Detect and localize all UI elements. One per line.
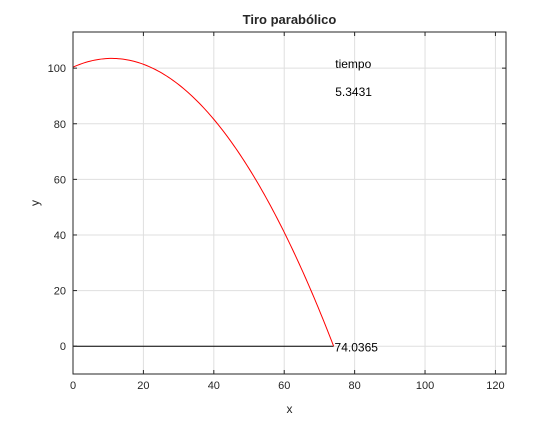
ticks: 0 20 40 60 80 100 120 0 20 40 60 80 100 <box>48 32 506 392</box>
annotation-0: tiempo <box>335 57 371 71</box>
chart-title: Tiro parabólico <box>243 12 337 27</box>
y-tick-label: 20 <box>54 286 66 298</box>
x-tick-label: 60 <box>278 380 290 392</box>
y-tick-label: 40 <box>54 230 66 242</box>
x-tick-label: 0 <box>70 380 76 392</box>
y-tick-label: 0 <box>60 341 66 353</box>
y-tick-label: 60 <box>54 174 66 186</box>
x-axis-label: x <box>287 402 293 416</box>
y-axis-label: y <box>28 200 42 206</box>
plot-border <box>72 31 507 375</box>
x-tick-label: 120 <box>486 380 504 392</box>
trajectory-line <box>72 57 335 347</box>
x-tick-label: 100 <box>416 380 434 392</box>
annotations: tiempo 5.3431 74.0365 <box>335 57 379 355</box>
x-tick-label: 20 <box>137 380 149 392</box>
annotation-2: 74.0365 <box>335 341 379 355</box>
plot-background <box>73 32 506 374</box>
grid <box>72 32 506 374</box>
x-tick-label: 80 <box>349 380 361 392</box>
y-tick-label: 80 <box>54 119 66 131</box>
y-tick-label: 100 <box>48 63 66 75</box>
series-layer <box>72 57 335 347</box>
annotation-1: 5.3431 <box>335 85 372 99</box>
x-tick-label: 40 <box>208 380 220 392</box>
